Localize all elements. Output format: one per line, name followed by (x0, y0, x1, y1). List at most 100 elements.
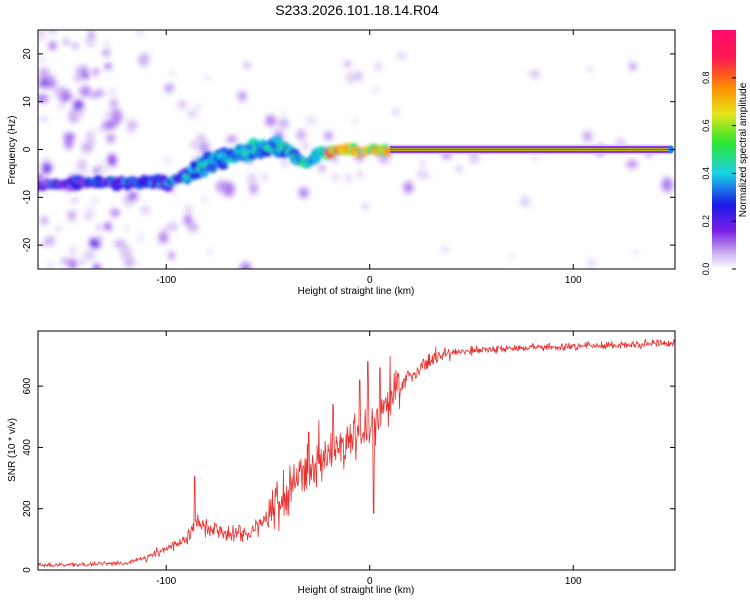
spectrogram-noise-blob (247, 173, 257, 185)
spectrogram-noise-blob (237, 91, 247, 102)
spectrogram-noise-blob (206, 249, 214, 255)
spectrogram-noise-blob (135, 30, 145, 35)
spectrogram-noise-blob (38, 94, 48, 103)
spectrogram-marks (38, 30, 674, 269)
snr-x-tick-label: 0 (367, 576, 373, 587)
spectrogram-y-tick-label: -10 (22, 190, 33, 205)
spectrogram-noise-blob (374, 61, 382, 72)
spectrogram-noise-blob (170, 71, 175, 76)
spectrogram-noise-blob (81, 141, 94, 154)
spectrogram-noise-blob (362, 203, 370, 210)
spectrogram-noise-blob (58, 103, 64, 110)
spectrogram-noise-blob (456, 166, 462, 173)
spectrogram-noise-blob (201, 196, 209, 201)
spectrogram-y-tick-label: -20 (22, 237, 33, 252)
spectrogram-noise-blob (531, 155, 541, 161)
spectrogram-noise-blob (226, 135, 238, 143)
spectrogram-noise-blob (587, 67, 593, 72)
spectrogram-noise-blob (72, 198, 77, 203)
spectrogram-noise-blob (392, 108, 399, 116)
spectrogram-noise-blob (344, 173, 353, 183)
spectrogram-noise-blob (53, 85, 64, 98)
spectrogram-noise-blob (265, 115, 276, 127)
spectrogram-noise-blob (261, 174, 269, 180)
spectrogram-noise-blob (38, 57, 47, 63)
spectrogram-noise-blob (282, 162, 288, 167)
spectrogram-noise-blob (280, 109, 285, 116)
colorbar-tick-label: 0.8 (701, 72, 711, 85)
snr-y-tick-label: 0 (22, 567, 33, 573)
spectrogram-noise-blob (343, 61, 352, 67)
spectrogram-noise-blob (91, 94, 97, 99)
spectrogram-noise-blob (84, 36, 96, 48)
spectrogram-noise-blob (96, 161, 105, 167)
spectrogram-noise-blob (371, 87, 379, 93)
spectrogram-noise-blob (186, 109, 198, 119)
spectrogram-noise-blob (240, 262, 251, 269)
spectrogram-noise-blob (632, 250, 639, 255)
spectrogram-noise-blob (140, 206, 151, 215)
spectrogram-noise-blob (93, 68, 99, 76)
spectrogram-noise-blob (56, 226, 62, 231)
spectrogram-noise-blob (165, 158, 172, 163)
spectrogram-noise-blob (183, 214, 193, 226)
colorbar-label: Normalized spectral amplitude (738, 82, 749, 217)
spectrogram-noise-blob (73, 109, 86, 119)
spectrogram-noise-blob (40, 116, 48, 122)
spectrogram-noise-blob (520, 196, 531, 208)
snr-y-axis-label: SNR (10 * v/v) (7, 418, 18, 482)
spectrogram-noise-blob (586, 257, 597, 269)
spectrogram-noise-blob (88, 31, 95, 38)
spectrogram-carrier-layer (38, 135, 395, 192)
spectrogram-noise-blob (123, 225, 131, 232)
spectrogram-carrier-blob (258, 154, 264, 160)
spectrogram-noise-blob (44, 157, 50, 161)
spectrogram-noise-blob (103, 40, 111, 46)
spectrogram-noise-blob (79, 259, 86, 266)
spectrogram-noise-blob (191, 141, 198, 148)
spectrogram-noise-blob (403, 181, 414, 194)
spectrogram-noise-blob (102, 49, 110, 57)
spectrogram-y-tick-label: 0 (22, 146, 33, 152)
spectrogram-noise-blob (94, 89, 105, 97)
spectrogram-noise-blob (110, 208, 120, 218)
spectrogram-noise-blob (44, 236, 56, 246)
spectrogram-noise-blob (82, 71, 89, 80)
spectrogram-noise-blob (96, 225, 102, 230)
spectrogram-noise-blob (63, 40, 69, 44)
spectrogram-noise-blob (198, 142, 210, 154)
spectrogram-noise-blob (509, 253, 514, 260)
snr-x-tick-label: -100 (156, 576, 176, 587)
spectrogram-noise-blob (194, 103, 203, 109)
spectrogram-noise-blob (67, 94, 72, 100)
spectrogram-noise-blob (244, 62, 250, 69)
spectrogram-noise-blob (249, 183, 259, 195)
spectrogram-noise-blob (86, 130, 95, 142)
spectrogram-noise-blob (51, 164, 56, 169)
colorbar-tick-label: 0.6 (701, 119, 711, 132)
spectrogram-noise-blob (629, 61, 637, 71)
spectrogram-noise-blob (165, 226, 170, 230)
spectrogram-noise-blob (196, 134, 206, 142)
spectrogram-noise-blob (187, 222, 199, 233)
spectrogram-noise-blob (78, 160, 86, 167)
spectrogram-noise-blob (302, 141, 309, 151)
spectrogram-y-ticks: -20 -10 0 10 20 (22, 48, 675, 252)
spectrogram-noise-blob (164, 83, 174, 94)
spectrogram-noise-blob (280, 158, 287, 163)
spectrogram-noise-blob (107, 88, 116, 97)
spectrogram-noise-blob (319, 166, 325, 172)
snr-series-line (38, 338, 675, 568)
spectrogram-noise-blob (38, 67, 51, 84)
spectrogram-noise-blob (298, 187, 309, 199)
spectrogram-noise-blob (354, 70, 363, 82)
spectrogram-noise-blob (158, 231, 169, 244)
spectrogram-noise-blob (70, 134, 75, 138)
spectrogram-noise-blob (99, 166, 109, 173)
spectrogram-noise-blob (582, 130, 593, 143)
spectrogram-x-ticks: -100 0 100 (156, 30, 582, 286)
spectrogram-noise-blob (71, 43, 79, 49)
snr-y-tick-label: 400 (22, 439, 33, 456)
snr-y-tick-label: 600 (22, 377, 33, 394)
